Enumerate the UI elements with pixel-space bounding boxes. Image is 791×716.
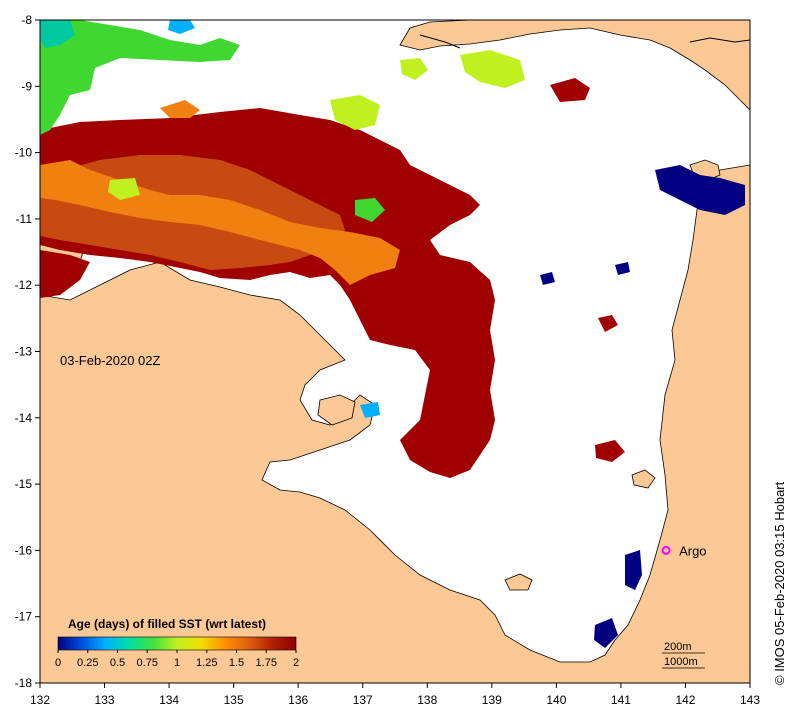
legend-tick-label: 0 <box>55 657 61 669</box>
patch-age-2-se2 <box>598 315 618 332</box>
legend-tick-label: 0.25 <box>77 657 98 669</box>
y-tick-label: -13 <box>15 345 33 359</box>
patch-age-0-5-cape <box>360 402 380 418</box>
patch-age-1-green <box>40 20 240 135</box>
patch-age-1-green-mid <box>355 198 385 222</box>
x-tick-label: 137 <box>353 693 373 707</box>
patch-age-0-5-blue <box>168 20 195 34</box>
imos-credit: © IMOS 05-Feb-2020 03:15 Hobart <box>772 481 787 685</box>
x-tick-label: 135 <box>224 693 244 707</box>
x-tick-label: 142 <box>675 693 695 707</box>
patch-age-1-25-mid <box>108 178 140 200</box>
y-tick-label: -16 <box>15 543 33 557</box>
y-tick-label: -15 <box>15 477 33 491</box>
legend-tick-label: 1.5 <box>229 657 244 669</box>
legend-tick-label: 0.75 <box>137 657 158 669</box>
legend-colorbar <box>57 636 297 651</box>
rivers <box>419 34 750 49</box>
x-tick-label: 136 <box>288 693 308 707</box>
y-tick-label: -11 <box>16 212 33 226</box>
patch-age-2-west <box>40 250 90 298</box>
argo-label: Argo <box>679 543 706 558</box>
land-groote-eylandt <box>317 394 356 426</box>
patch-age-0-mid2 <box>615 262 630 275</box>
y-tick-label: -12 <box>15 278 33 292</box>
legend-tick-label: 1.25 <box>196 657 217 669</box>
x-axis: 132 133 134 135 136 137 138 139 140 141 142 143 <box>30 683 760 707</box>
legend-tick-label: 0.5 <box>110 657 125 669</box>
x-tick-label: 139 <box>482 693 502 707</box>
patch-age-2-ne <box>550 78 590 102</box>
patch-age-2-se <box>595 440 625 462</box>
sst-age-patches <box>40 20 745 648</box>
x-tick-label: 133 <box>95 693 115 707</box>
y-tick-label: -9 <box>21 79 32 93</box>
patch-age-0-75-teal <box>40 20 75 48</box>
patch-age-0-southeast2 <box>594 618 618 648</box>
land-papua-new-guinea <box>399 20 750 111</box>
land-mornington-island <box>504 573 533 591</box>
y-tick-label: -10 <box>15 146 33 160</box>
x-tick-label: 132 <box>30 693 50 707</box>
contour-1000m: 1000m <box>664 656 698 668</box>
y-tick-label: -18 <box>15 676 33 690</box>
patch-age-0-southeast1 <box>625 550 642 590</box>
x-tick-label: 143 <box>740 693 760 707</box>
x-tick-label: 140 <box>546 693 566 707</box>
y-tick-label: -14 <box>15 411 33 425</box>
timestamp-label: 03-Feb-2020 02Z <box>60 353 161 368</box>
legend-ticks: 0 0.25 0.5 0.75 1 1.25 1.5 1.75 2 <box>55 650 299 669</box>
y-tick-label: -17 <box>15 610 33 624</box>
x-tick-label: 134 <box>159 693 179 707</box>
legend-title: Age (days) of filled SST (wrt latest) <box>68 617 266 631</box>
y-tick-label: -8 <box>21 13 32 27</box>
patch-age-1-25-n3 <box>400 58 428 80</box>
land-arnhem-kimberley-mainland <box>40 164 750 683</box>
patch-age-1-25-n2 <box>460 50 525 88</box>
legend-tick-label: 1.75 <box>256 657 277 669</box>
contour-200m: 200m <box>664 641 692 653</box>
land-wellesley-island <box>631 469 656 489</box>
patch-age-0-east <box>655 165 745 215</box>
legend-tick-label: 1 <box>174 657 180 669</box>
patch-age-0-mid1 <box>540 272 555 285</box>
argo-float-marker: Argo <box>661 543 707 558</box>
land-masses <box>40 20 750 683</box>
x-tick-label: 141 <box>611 693 631 707</box>
y-axis: -8 -9 -10 -11 -12 -13 -14 -15 -16 -17 -18 <box>15 13 40 690</box>
contour-key: 200m 1000m <box>662 641 705 669</box>
x-tick-label: 138 <box>417 693 437 707</box>
patch-age-1-25-n1 <box>330 95 380 130</box>
legend-tick-label: 2 <box>293 657 299 669</box>
patch-age-1-5-nw <box>160 100 200 118</box>
